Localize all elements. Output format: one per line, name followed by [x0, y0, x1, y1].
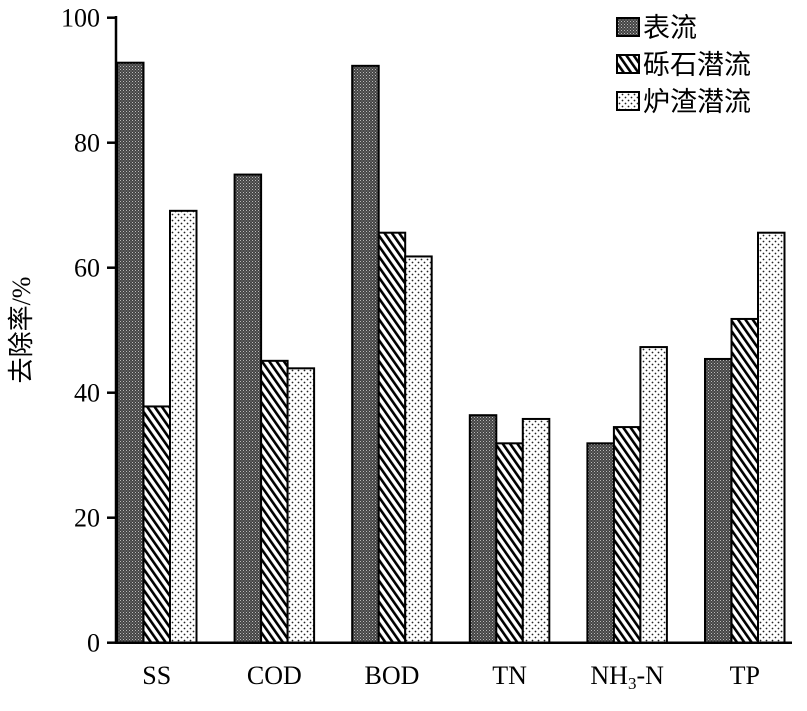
- bar-nh3-n-series-1: [586, 442, 615, 644]
- bar-bod-series-1: [351, 64, 380, 644]
- y-tick-label: 20: [74, 504, 100, 533]
- legend-swatch: [616, 91, 640, 111]
- bar-tn-series-3: [521, 417, 551, 644]
- bar-bod-series-3: [404, 255, 433, 644]
- x-tick-label: TN: [492, 661, 527, 690]
- x-ticks: SS COD BOD TN NH3-N TP: [142, 661, 760, 693]
- x-tick-label: SS: [142, 661, 171, 690]
- x-tick-label: COD: [247, 661, 302, 690]
- y-tick-label: 40: [74, 379, 100, 408]
- bar-cod-series-1: [233, 173, 263, 644]
- bar-tp-series-1: [704, 357, 733, 644]
- bar-ss-series-1: [116, 61, 145, 644]
- x-tick-label: BOD: [364, 661, 419, 690]
- bars-layer: [116, 61, 786, 644]
- bar-nh3-n-series-2: [612, 426, 642, 644]
- bar-ss-series-3: [169, 209, 198, 644]
- bar-tn-series-2: [495, 442, 524, 644]
- legend-swatch: [616, 54, 640, 74]
- axes: [114, 16, 792, 644]
- bar-tp-series-2: [730, 317, 759, 644]
- legend-label: 表流: [643, 13, 697, 43]
- x-tick-label: TP: [730, 661, 760, 690]
- y-tick-label: 0: [87, 629, 100, 658]
- y-tick-label: 100: [61, 4, 100, 33]
- y-tick-label: 60: [74, 254, 100, 283]
- legend-label: 砾石潜流: [643, 50, 751, 80]
- legend-swatch: [616, 17, 640, 37]
- bar-ss-series-2: [142, 405, 171, 644]
- x-tick-label: NH3-N: [590, 661, 664, 693]
- bar-tn-series-1: [468, 414, 498, 644]
- bar-cod-series-3: [286, 367, 316, 644]
- bar-tp-series-3: [757, 231, 786, 644]
- bar-cod-series-2: [260, 359, 289, 644]
- bar-bod-series-2: [377, 231, 407, 644]
- bar-nh3-n-series-3: [639, 346, 668, 644]
- y-tick-label: 80: [74, 129, 100, 158]
- y-axis-label: 去除率/%: [7, 277, 36, 384]
- y-ticks: 0 20 40 60 80 100: [61, 4, 116, 658]
- legend-label: 炉渣潜流: [643, 87, 751, 117]
